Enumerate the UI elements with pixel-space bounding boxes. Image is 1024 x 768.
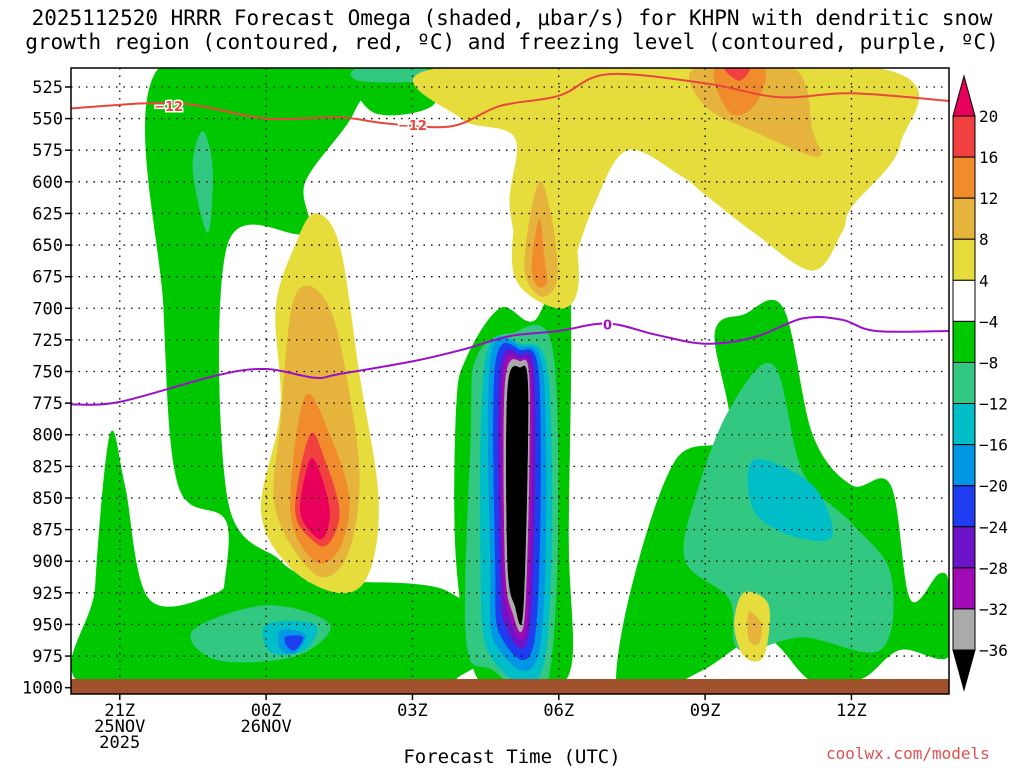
y-tick-label: 950 — [32, 615, 63, 635]
y-tick-label: 725 — [32, 331, 63, 351]
watermark: coolwx.com/models — [826, 744, 990, 763]
freezing-contour-label: 0 — [603, 319, 612, 334]
colorbar-label: −12 — [979, 395, 1008, 414]
colorbar-label: 8 — [979, 230, 989, 249]
y-tick-label: 1000 — [22, 679, 63, 699]
colorbar-label: 16 — [979, 148, 998, 167]
y-tick-label: 800 — [32, 426, 63, 446]
colorbar-label: −20 — [979, 477, 1008, 496]
omega-region-1 — [192, 130, 213, 233]
dgz-contour-label: −12 — [154, 100, 183, 115]
x-tick-label: 00Z — [251, 701, 282, 721]
colorbar-swatch — [952, 485, 976, 528]
colorbar-swatch — [952, 403, 976, 446]
x-tick-label: 09Z — [690, 701, 721, 721]
colorbar-swatch — [952, 444, 976, 487]
colorbar-label: 12 — [979, 189, 998, 208]
colorbar-swatch — [952, 320, 976, 363]
omega-region-21 — [284, 635, 304, 651]
y-tick-label: 875 — [32, 521, 63, 541]
y-tick-label: 975 — [32, 647, 63, 667]
colorbar-swatch — [952, 115, 976, 158]
colorbar-swatch — [952, 649, 976, 692]
freezing-contour-line — [71, 315, 949, 406]
x-tick-label: 06Z — [543, 701, 574, 721]
colorbar-swatch — [952, 238, 976, 281]
colorbar-swatch — [952, 197, 976, 240]
colorbar-label: −16 — [979, 436, 1008, 455]
y-tick-label: 575 — [32, 141, 63, 161]
chart-title-line2: growth region (contoured, red, ºC) and f… — [25, 30, 999, 54]
colorbar-label: 20 — [979, 107, 998, 126]
dgz-contour-label: −12 — [398, 119, 427, 134]
colorbar-label: 4 — [979, 271, 989, 290]
colorbar-label: −36 — [979, 641, 1008, 660]
colorbar-label: −28 — [979, 559, 1008, 578]
omega-region-34 — [747, 611, 763, 645]
x-tick-label: 12Z — [836, 701, 867, 721]
colorbar-swatch — [952, 608, 976, 651]
omega-region-8 — [724, 68, 750, 81]
colorbar-swatch — [952, 279, 976, 322]
colorbar-label: −8 — [979, 353, 998, 372]
y-tick-label: 625 — [32, 204, 63, 224]
x-tick-label: 25NOV — [94, 717, 145, 737]
x-axis-title: Forecast Time (UTC) — [403, 746, 621, 768]
y-tick-label: 600 — [32, 173, 63, 193]
colorbar-swatch — [952, 156, 976, 199]
y-axis: 525 550 575 600 625 650 675 700 725 750 775 800 825 8… — [22, 78, 71, 699]
omega-region-32 — [747, 459, 833, 541]
y-tick-label: 650 — [32, 236, 63, 256]
y-tick-label: 775 — [32, 394, 63, 414]
y-tick-label: 900 — [32, 552, 63, 572]
colorbar: 20 16 12 8 4 −4 −8 −12 −16 −20 −24 −28 −32 −36 — [952, 74, 1008, 692]
x-tick-label: 03Z — [397, 701, 428, 721]
x-tick-label: 26NOV — [241, 717, 292, 737]
y-tick-label: 850 — [32, 489, 63, 509]
colorbar-swatch — [952, 567, 976, 610]
colorbar-label: −4 — [979, 312, 998, 331]
omega-region-26 — [300, 457, 330, 540]
y-tick-label: 675 — [32, 268, 63, 288]
y-tick-label: 550 — [32, 110, 63, 130]
plot-frame — [70, 67, 950, 695]
y-tick-label: 750 — [32, 363, 63, 383]
colorbar-label: −32 — [979, 600, 1008, 619]
colorbar-swatch — [952, 526, 976, 569]
colorbar-label: −24 — [979, 518, 1008, 537]
colorbar-swatch — [952, 74, 976, 117]
chart-title-line1: 2025112520 HRRR Forecast Omega (shaded, … — [31, 6, 993, 30]
y-tick-label: 825 — [32, 457, 63, 477]
x-tick-label: 21Z — [104, 701, 135, 721]
ground-surface — [71, 679, 949, 694]
contours: −12 −12 0 — [71, 72, 949, 406]
y-tick-label: 525 — [32, 78, 63, 98]
omega-region-7 — [713, 68, 766, 116]
y-tick-label: 700 — [32, 299, 63, 319]
colorbar-swatch — [952, 361, 976, 405]
x-tick-label: 2025 — [99, 733, 140, 753]
omega-region-29 — [531, 219, 548, 288]
dgz-contour-line — [71, 72, 949, 129]
omega-region-17 — [506, 365, 529, 625]
y-tick-label: 925 — [32, 584, 63, 604]
